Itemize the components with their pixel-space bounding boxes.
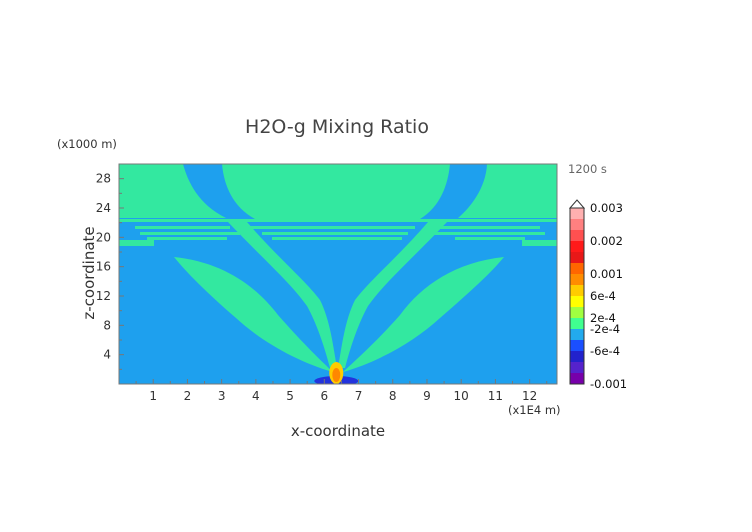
colorbar-label: 0.002 [590,234,623,248]
tendril-right [338,222,447,368]
x-tick-label: 1 [149,389,157,403]
band-4a [147,237,227,240]
colorbar-swatch [570,362,584,374]
colorbar-label: -2e-4 [590,322,620,336]
colorbar-label: -0.001 [590,377,627,391]
x-tick-label: 4 [252,389,260,403]
source-core [332,368,341,382]
colorbar-frame [569,207,585,385]
x-tick-label: 8 [389,389,397,403]
colorbar-swatch [570,307,584,319]
x-tick-label: 9 [423,389,431,403]
band-4c [455,237,525,240]
x-tick-label: 7 [355,389,363,403]
colorbar-label: 0.001 [590,267,623,281]
colorbar-label: 0.003 [590,201,623,215]
upper-lobe-right [458,164,557,218]
band-1 [119,219,557,222]
colorbar-swatch [570,241,584,253]
colorbar-swatch [570,373,584,385]
x-tick-label: 11 [488,389,503,403]
plot-frame [118,163,558,385]
colorbar-swatch [570,296,584,308]
y-tick-label: 12 [96,289,111,303]
y-tick-label: 20 [96,230,111,244]
band-2b [250,226,415,229]
colorbar-label: -6e-4 [590,344,620,358]
colorbar-label: 6e-4 [590,289,616,303]
lobe-right [343,257,504,372]
y-tick-label: 8 [103,318,111,332]
x-tick-label: 6 [320,389,328,403]
y-tick-label: 4 [103,348,111,362]
y-tick-label: 16 [96,260,111,274]
y-axis: 4 8 12 16 20 24 28 [96,172,124,370]
band-2c [440,226,540,229]
y-tick-label: 24 [96,201,111,215]
x-tick-label: 2 [184,389,192,403]
tendril-left [228,222,337,368]
colorbar-swatch [570,318,584,330]
colorbar-swatch [570,351,584,363]
y-axis-label: z-coordinate [80,226,98,319]
chart-title: H2O-g Mixing Ratio [245,116,429,138]
lobe-left [174,257,333,372]
colorbar-swatch [570,329,584,341]
colorbar-swatch [570,340,584,352]
y-tick-label: 28 [96,172,111,186]
colorbar-swatch [570,219,584,231]
colorbar-label: 2e-4 [590,311,616,325]
x-axis-units: (x1E4 m) [508,403,561,417]
colorbar-arrow [568,199,586,209]
upper-lobe-center [222,164,450,219]
plume-layer [119,164,557,372]
band-3c [425,232,545,235]
x-tick-label: 12 [522,389,537,403]
band-3a [140,232,240,235]
x-axis-label: x-coordinate [291,422,385,440]
band-5b [522,240,557,246]
band-4b [272,237,402,240]
time-label: 1200 s [568,162,607,176]
x-tick-label: 5 [286,389,294,403]
colorbar-swatch [570,274,584,286]
band-3b [262,232,408,235]
plot-field [119,164,557,384]
x-axis: 1 2 3 4 5 6 7 8 9 10 11 12 [135,379,548,403]
colorbar-swatch [570,230,584,242]
colorbar-swatch [570,252,584,264]
colorbar-swatch [570,285,584,297]
y-axis-units: (x1000 m) [57,137,117,151]
colorbar: 0.003 0.002 0.001 6e-4 2e-4-2e-4 -6e-4 -0.001 [568,199,627,391]
upper-lobe-left [119,164,226,218]
band-5a [119,240,154,246]
band-2a [135,226,230,229]
colorbar-swatch [570,208,584,220]
colorbar-swatch [570,263,584,275]
x-tick-label: 10 [454,389,469,403]
x-tick-label: 3 [218,389,226,403]
